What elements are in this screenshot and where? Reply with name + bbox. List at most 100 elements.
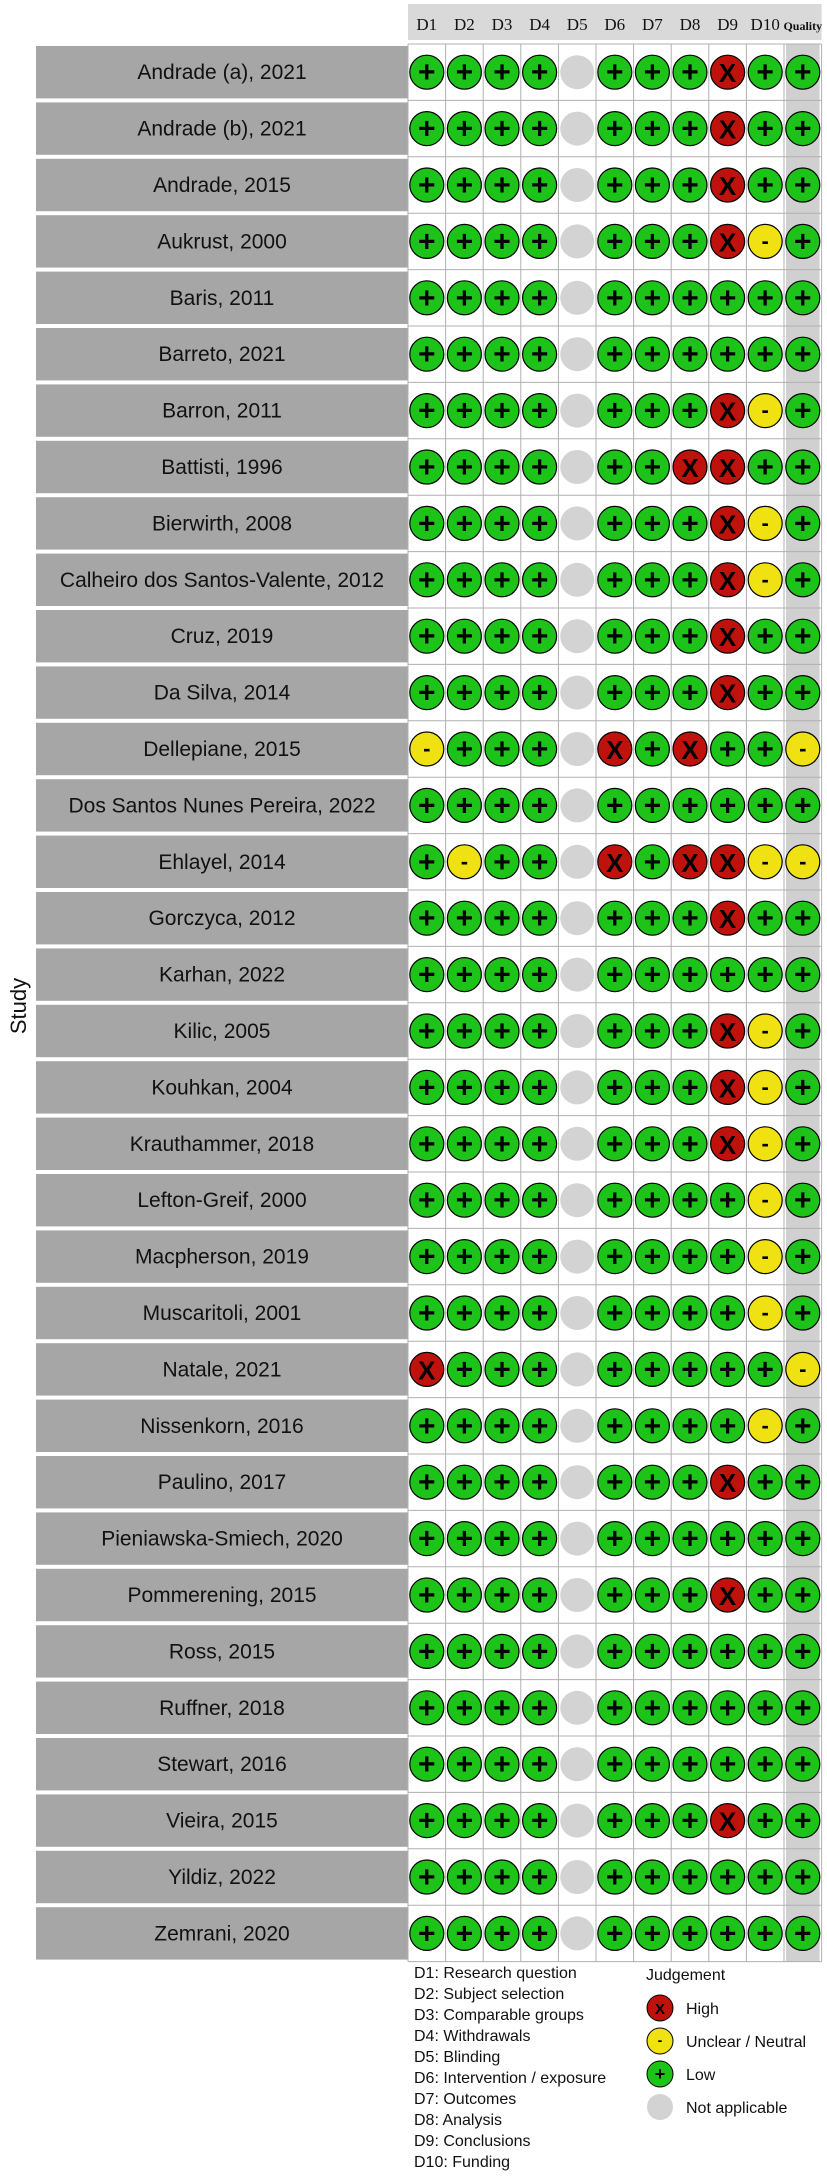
rating-symbol: + <box>493 1410 511 1443</box>
rating-cell-low: + <box>409 562 445 598</box>
rating-cell-na <box>560 675 595 710</box>
rating-cell-unclear: - <box>747 1295 783 1331</box>
rating-cell-low: + <box>747 1802 783 1839</box>
rating-symbol: + <box>418 282 436 315</box>
study-label: Karhan, 2022 <box>159 964 285 987</box>
rating-symbol: + <box>644 1917 662 1950</box>
rating-cell-low: + <box>747 1464 783 1500</box>
rating-symbol: X <box>719 1468 737 1498</box>
column-header-quality: Quality <box>783 19 822 33</box>
rating-symbol: + <box>493 169 511 202</box>
rating-circle <box>597 1690 633 1726</box>
rating-symbol: + <box>531 113 549 146</box>
row-band <box>36 610 408 663</box>
rating-circle <box>560 1860 595 1894</box>
rating-symbol: + <box>493 1805 511 1838</box>
rating-cell-low: + <box>484 167 520 203</box>
rating-circle <box>634 1408 671 1444</box>
rating-symbol: + <box>493 1466 511 1499</box>
rating-cell-low: + <box>634 505 671 542</box>
rating-circle <box>484 223 520 259</box>
rating-circle <box>560 280 595 315</box>
rating-cell-low: + <box>672 393 708 429</box>
rating-symbol: + <box>681 1410 699 1443</box>
rating-cell-low: + <box>484 393 520 429</box>
rating-cell-low: + <box>521 111 558 147</box>
rating-circle <box>521 223 558 259</box>
rating-circle <box>560 1916 595 1951</box>
rating-cell-low: + <box>446 1802 482 1839</box>
rating-symbol: + <box>794 1184 812 1217</box>
rating-circle <box>747 1408 783 1444</box>
rating-cell-low: + <box>785 449 821 485</box>
rating-symbol: - <box>762 1413 769 1438</box>
rating-symbol: + <box>531 395 549 428</box>
rating-circle <box>785 1859 821 1895</box>
rating-cell-low: + <box>597 223 633 259</box>
rating-cell-low: + <box>484 1520 520 1557</box>
rating-circle <box>560 168 595 202</box>
rating-symbol: + <box>644 959 662 992</box>
rating-symbol: + <box>418 564 436 597</box>
rating-symbol: + <box>644 1579 662 1612</box>
rating-symbol: + <box>606 1015 624 1048</box>
rating-cell-low: + <box>521 223 558 259</box>
rating-symbol: + <box>794 395 812 428</box>
rating-cell-low: + <box>484 280 520 316</box>
study-labels: Andrade (a), 2021 Andrade (b), 2021 Andrad… <box>60 61 384 1945</box>
rating-cell-low: + <box>785 1746 821 1782</box>
rating-cell-low: + <box>409 54 445 90</box>
rating-symbol: + <box>794 338 812 371</box>
rating-circle <box>672 1013 708 1049</box>
rating-symbol: + <box>644 1748 662 1781</box>
rating-circle <box>709 1633 746 1670</box>
rating-cell-low: + <box>597 111 633 147</box>
rating-symbol: + <box>644 113 662 146</box>
rating-circle <box>521 1351 558 1388</box>
rating-symbol: + <box>681 1579 699 1612</box>
rating-cell-low: + <box>521 1915 558 1952</box>
rating-symbol: + <box>794 1466 812 1499</box>
row-band <box>36 666 408 719</box>
legend-swatch <box>647 2094 673 2120</box>
study-label: Barron, 2011 <box>162 400 282 423</box>
rating-symbol: + <box>644 507 662 540</box>
rating-symbol: X <box>719 115 737 145</box>
rating-cell-low: + <box>672 900 708 936</box>
rating-circle <box>446 1464 482 1500</box>
rating-symbol: + <box>644 56 662 89</box>
rating-circle <box>672 1915 708 1952</box>
rating-circle <box>409 1126 445 1162</box>
row-band <box>36 1568 408 1622</box>
rating-circle <box>672 1295 708 1331</box>
study-label: Stewart, 2016 <box>157 1753 287 1776</box>
row-band <box>36 1117 408 1170</box>
rating-cell-unclear: - <box>747 393 783 429</box>
rating-symbol: + <box>493 1579 511 1612</box>
rating-circle <box>446 956 482 993</box>
rating-cell-na <box>560 788 595 823</box>
rating-cell-low: + <box>634 1520 671 1557</box>
rating-symbol: + <box>493 846 511 879</box>
rating-symbol: + <box>794 1015 812 1048</box>
row-band <box>36 497 408 550</box>
rating-circle <box>446 1633 482 1670</box>
rating-circle <box>672 731 708 767</box>
rating-cell-low: + <box>634 223 671 259</box>
rating-symbol: X <box>418 1355 436 1385</box>
rating-circle <box>747 1069 783 1106</box>
rating-cell-low: + <box>521 167 558 203</box>
rating-cell-low: + <box>785 787 821 824</box>
rating-cell-low: + <box>446 1069 482 1106</box>
rating-symbol: + <box>418 1748 436 1781</box>
rating-symbol: + <box>531 282 549 315</box>
rating-cell-low: + <box>785 223 821 259</box>
rating-symbol: + <box>719 1692 737 1725</box>
rating-circle <box>709 167 746 203</box>
rating-symbol: + <box>794 959 812 992</box>
rating-symbol: - <box>423 736 430 761</box>
grid-lines <box>407 43 823 1963</box>
rating-circle <box>672 1859 708 1895</box>
domain-legend-item: D5: Blinding <box>414 2049 500 2066</box>
rating-circle <box>634 1520 671 1557</box>
